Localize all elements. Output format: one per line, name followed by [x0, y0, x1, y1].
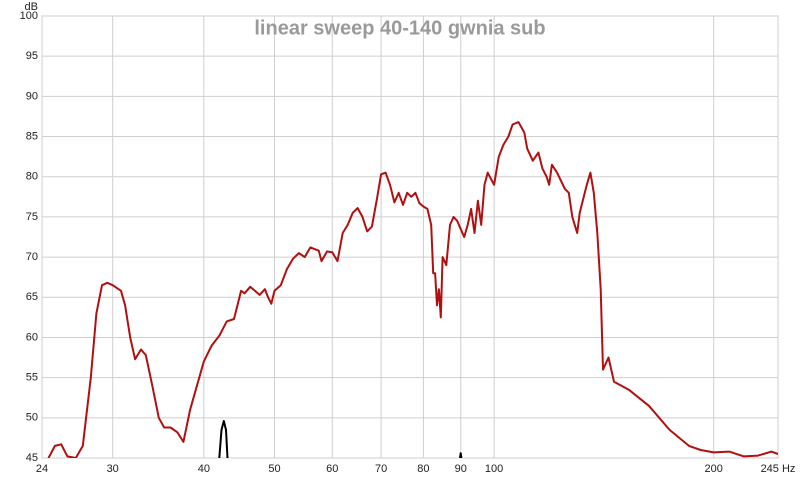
y-tick-label: 60 — [26, 331, 38, 343]
x-tick-label: 40 — [198, 463, 210, 475]
y-tick-label: 55 — [26, 372, 38, 384]
x-tick-label: 90 — [455, 463, 467, 475]
x-tick-label: 24 — [36, 463, 48, 475]
data-line — [459, 452, 463, 458]
x-tick-label: 100 — [485, 463, 503, 475]
y-tick-label: 65 — [26, 291, 38, 303]
y-tick-label: 45 — [26, 452, 38, 464]
data-line — [47, 121, 778, 458]
x-tick-label: 245 Hz — [761, 463, 796, 475]
x-tick-label: 50 — [268, 463, 280, 475]
y-tick-label: 80 — [26, 171, 38, 183]
x-tick-label: 30 — [107, 463, 119, 475]
x-tick-label: 70 — [375, 463, 387, 475]
x-tick-label: 80 — [417, 463, 429, 475]
x-tick-label: 60 — [326, 463, 338, 475]
y-tick-label: 85 — [26, 130, 38, 142]
y-axis-label: dB — [25, 1, 38, 13]
grid — [41, 15, 779, 459]
data-line — [218, 420, 229, 458]
y-tick-label: 90 — [26, 90, 38, 102]
y-tick-label: 70 — [26, 251, 38, 263]
y-tick-label: 95 — [26, 50, 38, 62]
y-tick-label: 75 — [26, 211, 38, 223]
lines — [47, 121, 778, 458]
plot-area — [41, 15, 779, 459]
y-tick-label: 100 — [20, 10, 38, 22]
y-tick-label: 50 — [26, 412, 38, 424]
chart-title: linear sweep 40-140 gwnia sub — [254, 17, 545, 39]
x-tick-label: 200 — [705, 463, 723, 475]
